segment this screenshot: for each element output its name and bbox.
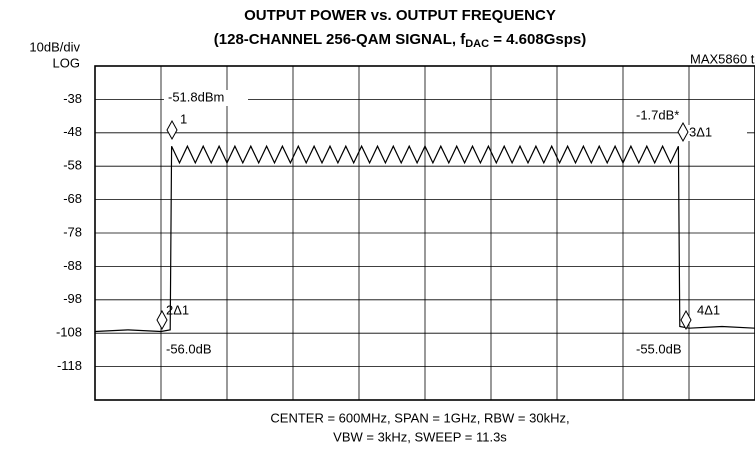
y-tick-label: -78 [63, 224, 82, 239]
trace [94, 144, 755, 333]
marker-diamond [166, 119, 178, 141]
chart-title: OUTPUT POWER vs. OUTPUT FREQUENCY [244, 7, 556, 24]
subtitle-subscript: DAC [465, 38, 489, 50]
marker-diamond [677, 121, 689, 143]
y-tick-label: -118 [57, 358, 82, 373]
y-tick-label: -108 [56, 325, 82, 340]
label-bg [164, 90, 248, 106]
subtitle-part: (128-CHANNEL 256-QAM SIGNAL, f [214, 31, 466, 48]
footer: CENTER = 600MHz, SPAN = 1GHz, RBW = 30kH… [270, 410, 569, 425]
marker-label: -55.0dB [636, 341, 682, 356]
marker-label: -56.0dB [166, 341, 212, 356]
marker-diamond [680, 309, 692, 331]
marker-label: 4Δ1 [697, 302, 720, 317]
marker-label: -1.7dB* [636, 107, 679, 122]
y-unit-label: 10dB/div [29, 39, 80, 54]
footer: VBW = 3kHz, SWEEP = 11.3s [333, 429, 507, 444]
marker-label: 1 [180, 111, 187, 126]
y-tick-label: -38 [63, 91, 82, 106]
y-tick-label: -68 [63, 191, 82, 206]
label-bg [685, 125, 747, 141]
y-tick-label: -58 [63, 158, 82, 173]
y-tick-label: -48 [63, 124, 82, 139]
subtitle-part: = 4.608Gsps) [489, 31, 586, 48]
marker-label: 3Δ1 [689, 124, 712, 139]
marker-label: -51.8dBm [168, 89, 224, 104]
y-tick-label: -98 [63, 291, 82, 306]
scale-label: LOG [53, 55, 80, 70]
figure-id: MAX5860 toc29 [690, 51, 755, 66]
y-tick-label: -88 [63, 258, 82, 273]
chart-subtitle: (128-CHANNEL 256-QAM SIGNAL, fDAC = 4.60… [214, 31, 586, 50]
marker-diamond [156, 309, 168, 331]
marker-label: 2Δ1 [166, 302, 189, 317]
